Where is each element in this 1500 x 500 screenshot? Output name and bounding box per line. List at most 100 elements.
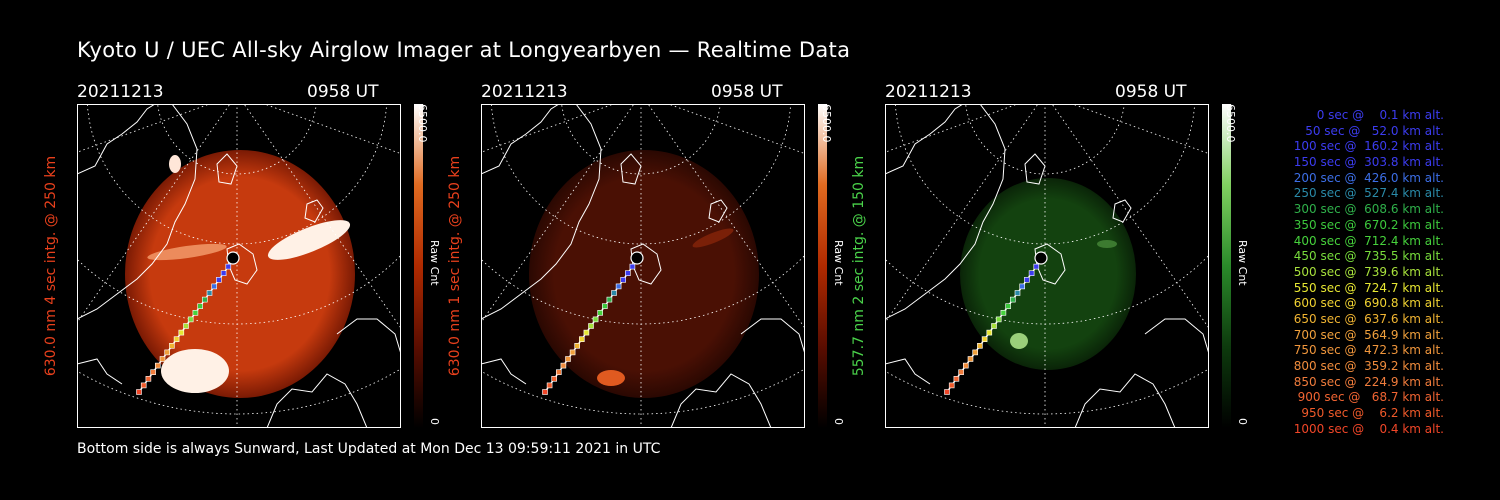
image-frame [481, 104, 805, 428]
coastline [266, 373, 368, 428]
trajectory-marker [1028, 270, 1035, 276]
trajectory-marker [1024, 277, 1030, 283]
trajectory-marker [1010, 296, 1016, 303]
panel-ylabel: 630.0 nm 4 sec intg. @ 250 km [43, 155, 59, 377]
legend-row: 250 sec @ 527.4 km alt. [1293, 186, 1444, 201]
panel-date: 20211213 [481, 82, 568, 102]
colorbar-min: 0 [1236, 418, 1249, 425]
colorbar-label: Raw Cnt [832, 240, 845, 286]
aurora-patch [169, 155, 181, 173]
trajectory-marker [1014, 290, 1021, 296]
trajectory-marker [592, 316, 599, 323]
trajectory-marker [206, 290, 213, 296]
legend-row: 900 sec @ 68.7 km alt. [1297, 390, 1444, 405]
colorbar-max: 6500.0 [416, 104, 429, 143]
legend-row: 350 sec @ 670.2 km alt. [1293, 217, 1444, 232]
colorbar-label: Raw Cnt [1236, 240, 1249, 286]
trajectory-marker [953, 375, 960, 382]
image-frame [77, 104, 401, 428]
coastline [670, 373, 772, 428]
legend-row: 800 sec @ 359.2 km alt. [1293, 359, 1444, 373]
coastline [1074, 373, 1176, 428]
station-marker [226, 251, 240, 265]
panel-ylabel: 630.0 nm 1 sec intg. @ 250 km [447, 155, 463, 377]
footer-status: Bottom side is always Sunward, Last Upda… [77, 441, 661, 457]
trajectory-marker [560, 362, 567, 369]
trajectory-marker [606, 296, 613, 303]
trajectory-marker [1033, 263, 1040, 270]
trajectory-marker [556, 369, 562, 376]
legend-row: 650 sec @ 637.6 km alt. [1293, 311, 1444, 326]
legend-row: 1000 sec @ 0.4 km alt. [1293, 421, 1444, 436]
trajectory-marker [173, 336, 180, 342]
panel-1: 20211213 0958 UT 630.0 nm 4 sec intg. @ … [43, 80, 477, 440]
image-frame [885, 104, 1209, 428]
trajectory-marker [625, 270, 631, 276]
coastline [1144, 318, 1209, 355]
coastline [481, 104, 560, 175]
trajectory-marker [1005, 303, 1011, 309]
trajectory-marker [155, 362, 161, 369]
trajectory-marker [546, 382, 553, 389]
trajectory-marker [145, 375, 152, 382]
legend-row: 0 sec @ 0.1 km alt. [1316, 108, 1444, 122]
colorbar-min: 0 [832, 418, 845, 425]
legend-row: 500 sec @ 739.6 km alt. [1293, 264, 1444, 279]
legend-row: 450 sec @ 735.5 km alt. [1293, 249, 1444, 264]
trajectory-marker [150, 369, 156, 376]
aurora-patch [1097, 240, 1117, 248]
panel-date: 20211213 [885, 82, 972, 102]
trajectory-marker [1019, 283, 1025, 290]
trajectory-marker [972, 349, 978, 356]
trajectory-marker [615, 283, 622, 290]
legend-row: 200 sec @ 426.0 km alt. [1293, 170, 1444, 185]
trajectory-marker [183, 323, 189, 329]
legend-row: 700 sec @ 564.9 km alt. [1293, 327, 1444, 342]
trajectory-marker [169, 343, 175, 349]
aurora-patch [1010, 333, 1028, 349]
trajectory-marker [948, 382, 955, 389]
trajectory-marker [569, 349, 576, 356]
sky-disc [125, 150, 355, 398]
trajectory-marker [136, 389, 142, 395]
colorbar-label: Raw Cnt [428, 240, 441, 286]
trajectory-marker [178, 329, 185, 336]
trajectory-marker [620, 277, 626, 283]
panel-2: 20211213 0958 UT 630.0 nm 1 sec intg. @ … [447, 80, 881, 440]
trajectory-marker [551, 375, 557, 382]
trajectory-marker [963, 362, 969, 369]
colorbar [414, 104, 423, 428]
panel-date: 20211213 [77, 82, 164, 102]
colorbar-max: 6500.0 [1224, 104, 1237, 143]
coastline [885, 358, 931, 385]
legend-row: 150 sec @ 303.8 km alt. [1293, 155, 1444, 170]
coastline [885, 104, 1006, 320]
trajectory-marker [991, 323, 997, 329]
coastline [304, 199, 324, 223]
coastline [1112, 199, 1132, 223]
altitude-legend: 0 sec @ 0.1 km alt. 50 sec @ 52.0 km alt.… [1258, 108, 1444, 437]
coastline [740, 318, 805, 355]
colorbar [818, 104, 827, 428]
trajectory-marker [579, 336, 585, 342]
legend-row: 600 sec @ 690.8 km alt. [1293, 296, 1444, 311]
colorbar-min: 0 [428, 418, 441, 425]
allsky-image [77, 104, 401, 428]
coastline [885, 104, 964, 175]
trajectory-marker [986, 329, 993, 336]
coastline [77, 104, 198, 320]
legend-row: 100 sec @ 160.2 km alt. [1293, 139, 1444, 154]
aurora-patch [161, 349, 229, 393]
trajectory-marker [574, 343, 580, 349]
legend-row: 300 sec @ 608.6 km alt. [1293, 202, 1444, 217]
panel-time: 0958 UT [711, 82, 783, 102]
coastline [481, 104, 602, 320]
trajectory-marker [220, 270, 227, 276]
trajectory-marker [211, 283, 217, 290]
trajectory-marker [197, 303, 203, 309]
station-marker [1034, 251, 1048, 265]
sky-disc [529, 150, 759, 398]
aurora-arc [147, 243, 227, 261]
trajectory-marker [981, 336, 988, 342]
trajectory-marker [216, 277, 222, 283]
